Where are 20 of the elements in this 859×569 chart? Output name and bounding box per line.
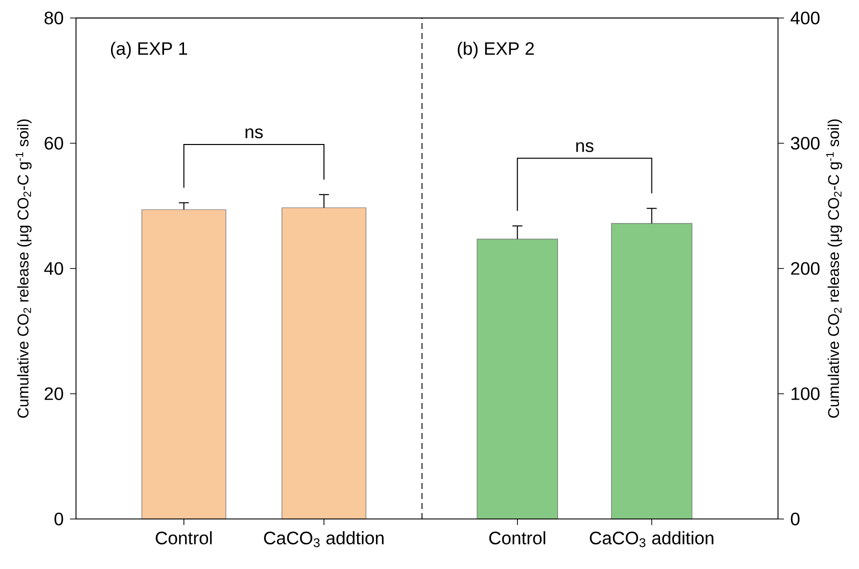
- y-tick-label: 0: [54, 512, 64, 526]
- annotation: ns: [246, 128, 263, 138]
- y2-tick-label: 200: [791, 262, 820, 275]
- y2-tick-label: 400: [790, 12, 820, 24]
- y-axis-title: Cumulative CO$_{2}$ release (μg CO$_{2}$-C g$^{-1}$ soil): [16, 119, 32, 418]
- y2-tick-label: 0: [790, 512, 800, 526]
- x-tick-label: Control: [156, 531, 212, 544]
- y-tick-label: 80: [44, 12, 64, 24]
- y-tick-label: 20: [44, 387, 64, 400]
- text: (a) EXP 1: [111, 42, 188, 59]
- x-tick-label: CaCO$_{3}$ addtion: [264, 531, 384, 548]
- x-tick-label: Control: [489, 531, 546, 544]
- y-tick-label: 40: [44, 262, 64, 275]
- text: (b) EXP 2: [458, 42, 534, 59]
- y2-tick-label: 300: [790, 136, 820, 150]
- y2-axis-title: Cumulative CO$_{2}$ release (μg CO$_{2}$-C g$^{-1}$ soil): [826, 119, 842, 418]
- annotation: ns: [576, 142, 594, 152]
- y2-tick-label: 100: [792, 387, 820, 400]
- x-tick-label: CaCO$_{3}$ addition: [590, 531, 714, 548]
- y-tick-label: 60: [44, 136, 64, 150]
